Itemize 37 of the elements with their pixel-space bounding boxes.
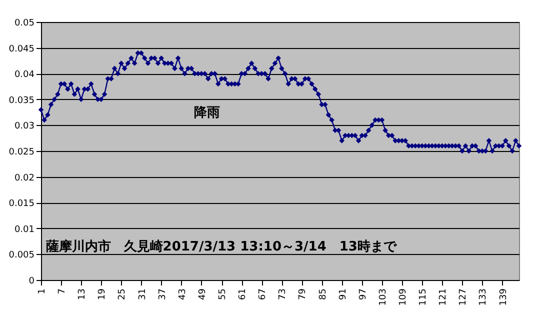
- x-tick-label: 133: [478, 288, 489, 306]
- annotation: 降雨: [194, 105, 220, 120]
- y-tick-label: 0.035: [8, 96, 34, 106]
- y-tick-label: 0.05: [14, 18, 34, 28]
- x-tick-label: 103: [378, 288, 388, 306]
- x-tick-label: 1: [38, 288, 48, 294]
- x-tick-label: 121: [438, 288, 449, 306]
- x-tick-label: 19: [98, 288, 108, 300]
- x-tick-label: 43: [178, 288, 188, 300]
- x-tick-label: 61: [238, 288, 248, 300]
- x-tick-label: 49: [198, 288, 208, 300]
- y-tick-label: 0.04: [14, 70, 35, 80]
- x-tick-label: 79: [298, 288, 308, 300]
- x-tick-label: 31: [138, 288, 148, 300]
- x-tick-label: 109: [398, 288, 409, 306]
- y-tick-label: 0.03: [14, 122, 34, 132]
- x-tick-label: 55: [218, 288, 228, 300]
- x-tick-label: 25: [118, 288, 128, 300]
- y-tick-label: 0.02: [14, 173, 34, 184]
- y-tick-label: 0: [28, 276, 35, 286]
- x-tick-label: 127: [458, 288, 469, 306]
- y-tick-label: 0.045: [8, 44, 34, 54]
- y-tick-label: 0.025: [8, 148, 34, 158]
- x-tick-label: 73: [278, 288, 288, 300]
- x-tick-label: 7: [58, 288, 68, 294]
- y-tick-label: 0.015: [8, 199, 34, 210]
- x-tick-label: 67: [258, 288, 268, 300]
- x-tick-label: 115: [418, 288, 429, 306]
- x-tick-label: 85: [318, 288, 328, 300]
- x-tick-label: 37: [158, 288, 168, 300]
- x-tick-label: 13: [78, 288, 88, 300]
- annotation: 薩摩川内市 久見崎2017/3/13 13:10～3/14 13時まで: [44, 238, 398, 254]
- y-tick-label: 0.01: [14, 224, 34, 235]
- x-tick-label: 139: [498, 288, 509, 306]
- x-tick-label: 91: [338, 288, 348, 300]
- x-tick-label: 97: [358, 288, 368, 300]
- y-tick-label: 0.005: [8, 250, 34, 261]
